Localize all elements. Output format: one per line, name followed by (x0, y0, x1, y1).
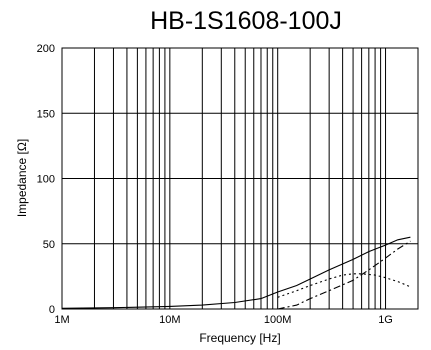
chart-title: HB-1S1608-100J (150, 7, 342, 35)
y-axis-label: Impedance [Ω] (15, 139, 29, 217)
y-tick-label: 100 (37, 174, 55, 186)
x-tick-label: 1G (378, 314, 393, 326)
x-tick-labels: 1M 10M 100M 1G (54, 314, 393, 326)
y-tick-labels: 0 50 100 150 200 (37, 43, 55, 316)
series-line-dotted (277, 273, 411, 298)
plot-frame (61, 47, 419, 310)
series-layer (61, 236, 411, 310)
x-tick-label: 1M (54, 314, 69, 326)
x-tick-label: 10M (159, 314, 180, 326)
y-tick-label: 0 (49, 304, 55, 316)
x-tick-label: 100M (264, 314, 292, 326)
y-tick-label: 150 (37, 108, 55, 120)
grid (62, 48, 418, 309)
y-tick-label: 200 (37, 43, 55, 55)
series-line-dash-dot (277, 240, 411, 310)
y-tick-label: 50 (43, 239, 55, 251)
x-axis-label: Frequency [Hz] (199, 331, 280, 345)
series-line-solid (61, 236, 411, 309)
